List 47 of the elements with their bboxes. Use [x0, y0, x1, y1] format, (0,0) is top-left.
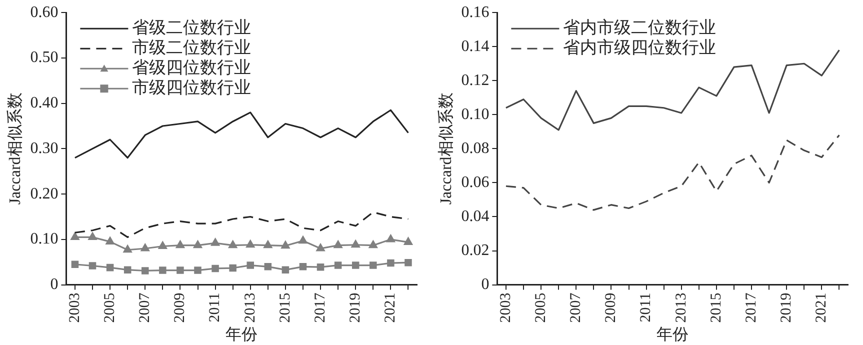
legend-label: 省内市级四位数行业 — [563, 38, 716, 58]
x-tick-label: 2019 — [778, 292, 795, 323]
x-tick-label: 2013 — [673, 292, 690, 323]
x-tick-label: 2013 — [242, 292, 258, 323]
y-tick-label: 0.16 — [461, 4, 490, 21]
x-tick-label: 2009 — [172, 292, 188, 323]
y-tick-label: 0.30 — [30, 140, 58, 157]
legend-label: 省级四位数行业 — [132, 58, 252, 78]
x-tick-label: 2005 — [102, 292, 118, 323]
x-axis-title: 年份 — [656, 326, 689, 344]
y-tick-label: 0 — [481, 276, 490, 294]
x-tick-label: 2005 — [532, 292, 549, 323]
x-tick-label: 2021 — [382, 292, 399, 323]
y-tick-label: 0 — [50, 276, 58, 294]
x-tick-label: 2021 — [814, 292, 830, 323]
legend-label: 省级二位数行业 — [132, 18, 252, 38]
y-tick-label: 0.08 — [461, 140, 490, 157]
y-axis-title: Jaccard相似系数 — [6, 92, 24, 205]
x-tick-label: 2009 — [603, 292, 620, 323]
x-tick-label: 2011 — [638, 292, 654, 322]
x-tick-label: 2007 — [137, 292, 154, 323]
legend-label: 市级二位数行业 — [132, 38, 252, 58]
line-series — [505, 134, 840, 211]
legend-label: 市级四位数行业 — [132, 78, 252, 98]
y-tick-label: 0.02 — [461, 242, 490, 259]
x-tick-label: 2011 — [207, 292, 224, 322]
x-tick-label: 2017 — [743, 292, 760, 323]
x-tick-label: 2015 — [708, 292, 724, 323]
y-tick-label: 0.60 — [30, 4, 58, 21]
y-axis-title: Jaccard相似系数 — [436, 92, 455, 205]
y-tick-label: 0.06 — [461, 174, 490, 191]
y-tick-label: 0.20 — [30, 185, 58, 202]
y-tick-label: 0.12 — [461, 72, 490, 89]
y-tick-label: 0.50 — [30, 49, 58, 66]
x-tick-label: 2015 — [277, 292, 294, 323]
legend-label: 省内市级二位数行业 — [563, 18, 716, 38]
x-tick-label: 2003 — [498, 292, 514, 323]
x-tick-label: 2007 — [568, 292, 584, 323]
y-tick-label: 0.10 — [30, 230, 58, 248]
y-tick-label: 0.04 — [461, 208, 490, 225]
y-tick-label: 0.40 — [30, 94, 58, 112]
x-tick-label: 2017 — [312, 292, 328, 323]
y-tick-label: 0.10 — [461, 106, 490, 123]
x-tick-label: 2003 — [66, 292, 83, 323]
y-tick-label: 0.14 — [461, 38, 490, 55]
x-tick-label: 2019 — [348, 292, 364, 323]
x-axis-title: 年份 — [226, 326, 258, 344]
